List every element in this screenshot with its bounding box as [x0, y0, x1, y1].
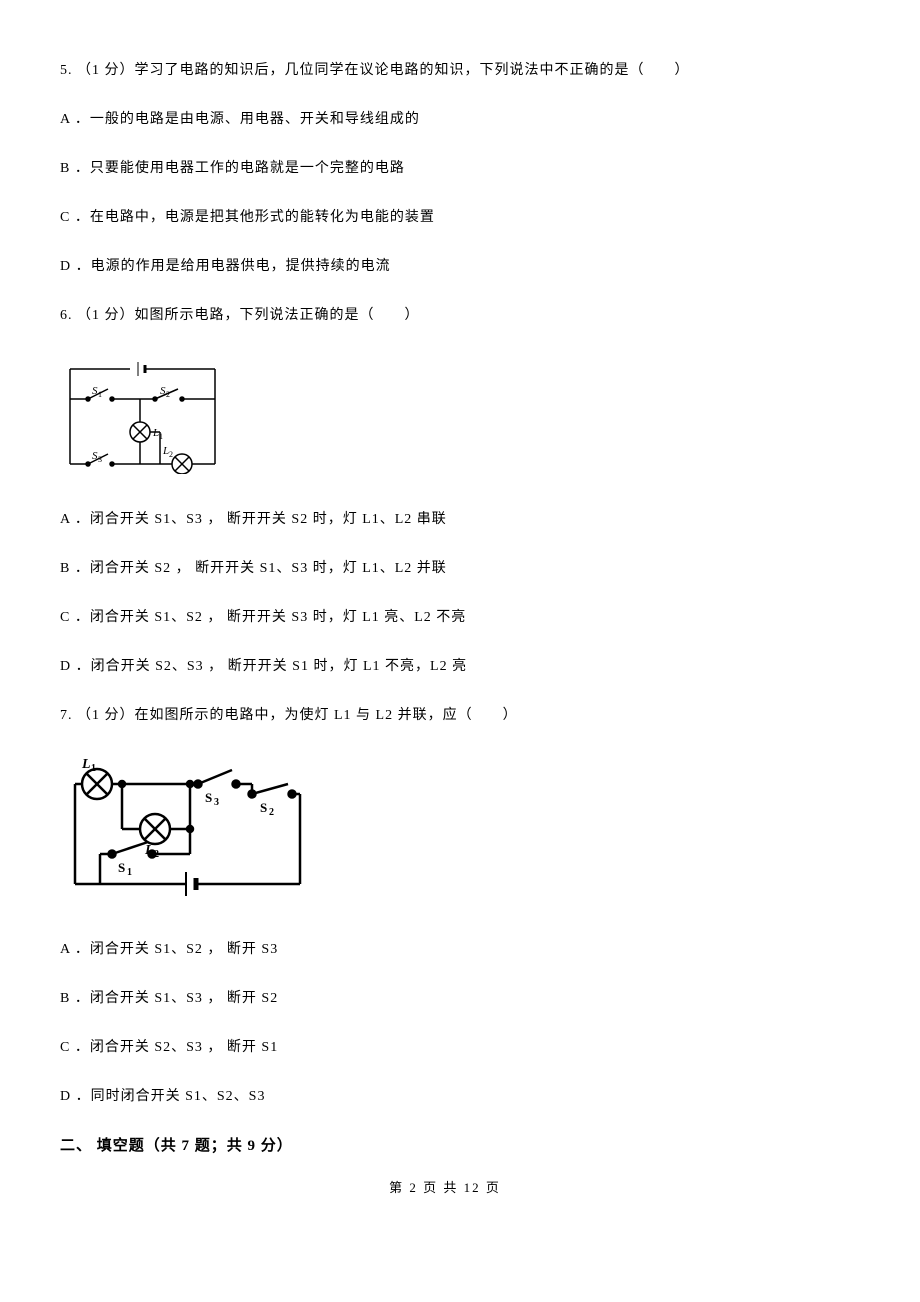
- svg-text:1: 1: [127, 867, 132, 878]
- q6-circuit-diagram: S1 S2 S3 L1 L2: [60, 354, 830, 481]
- q7-option-d: D ．同时闭合开关 S1、S2、S3: [60, 1086, 830, 1107]
- svg-text:1: 1: [98, 390, 102, 399]
- q6-stem: 6. （1 分）如图所示电路，下列说法正确的是（ ）: [60, 305, 830, 326]
- q5-option-b: B ．只要能使用电器工作的电路就是一个完整的电路: [60, 158, 830, 179]
- q5-option-a: A ．一般的电路是由电源、用电器、开关和导线组成的: [60, 109, 830, 130]
- q6-option-c: C ．闭合开关 S1、S2 ， 断开开关 S3 时，灯 L1 亮、L2 不亮: [60, 607, 830, 628]
- q7-option-b: B ．闭合开关 S1、S3 ， 断开 S2: [60, 988, 830, 1009]
- q5-option-d: D ．电源的作用是给用电器供电，提供持续的电流: [60, 256, 830, 277]
- q7-option-a: A ．闭合开关 S1、S2 ， 断开 S3: [60, 939, 830, 960]
- q7-circuit-diagram: L1 L2 S1 S2 S3: [60, 754, 830, 911]
- page-footer: 第 2 页 共 12 页: [60, 1178, 830, 1198]
- svg-text:S: S: [118, 860, 125, 875]
- q7-option-c: C ．闭合开关 S2、S3 ， 断开 S1: [60, 1037, 830, 1058]
- q6-option-a: A ．闭合开关 S1、S3 ， 断开开关 S2 时，灯 L1、L2 串联: [60, 509, 830, 530]
- svg-text:2: 2: [169, 450, 173, 459]
- section-2-header: 二、 填空题（共 7 题；共 9 分）: [60, 1135, 830, 1158]
- svg-text:3: 3: [214, 797, 219, 808]
- q7-stem: 7. （1 分）在如图所示的电路中，为使灯 L1 与 L2 并联，应（ ）: [60, 705, 830, 726]
- svg-text:L: L: [81, 757, 91, 772]
- svg-text:L: L: [144, 843, 154, 858]
- svg-text:S: S: [205, 790, 212, 805]
- svg-text:2: 2: [166, 390, 170, 399]
- svg-text:1: 1: [91, 763, 96, 774]
- q6-option-b: B ．闭合开关 S2 ， 断开开关 S1、S3 时，灯 L1、L2 并联: [60, 558, 830, 579]
- svg-text:S: S: [260, 800, 267, 815]
- svg-text:2: 2: [154, 849, 159, 860]
- q6-option-d: D ．闭合开关 S2、S3 ， 断开开关 S1 时，灯 L1 不亮，L2 亮: [60, 656, 830, 677]
- svg-text:1: 1: [159, 432, 163, 441]
- q5-option-c: C ．在电路中，电源是把其他形式的能转化为电能的装置: [60, 207, 830, 228]
- svg-text:2: 2: [269, 807, 274, 818]
- q5-stem: 5. （1 分）学习了电路的知识后，几位同学在议论电路的知识，下列说法中不正确的…: [60, 60, 830, 81]
- svg-text:3: 3: [98, 455, 102, 464]
